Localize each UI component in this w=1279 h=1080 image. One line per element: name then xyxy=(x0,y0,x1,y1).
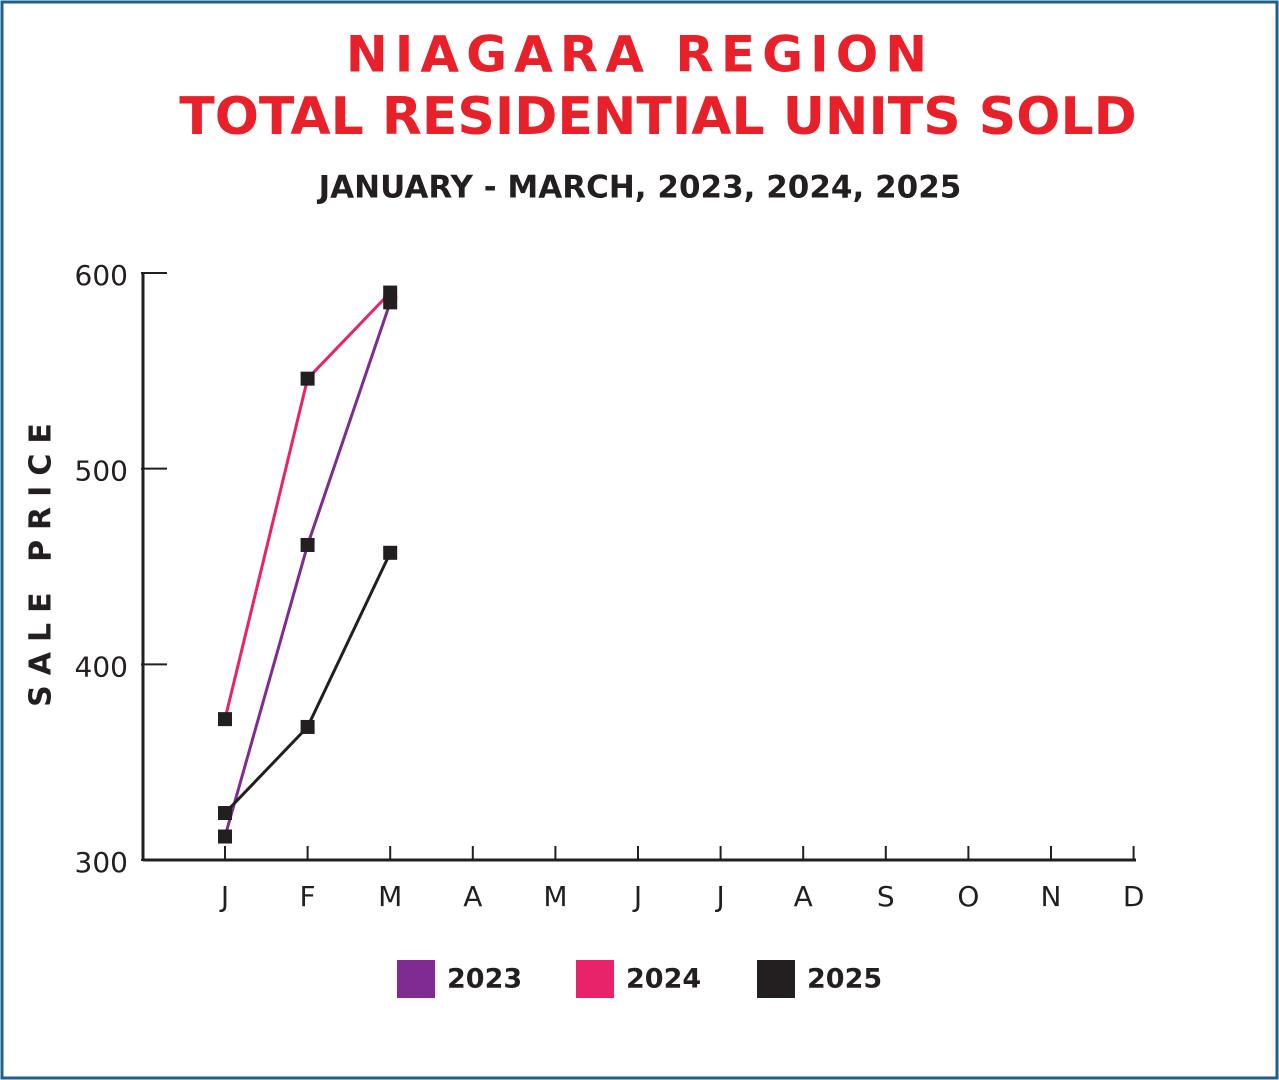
legend-label: 2023 xyxy=(447,964,522,995)
y-tick-label: 500 xyxy=(75,455,128,488)
data-marker xyxy=(218,712,232,727)
x-tick-label: J xyxy=(632,880,642,913)
data-marker xyxy=(383,285,398,300)
x-tick-label: A xyxy=(463,880,482,913)
data-marker xyxy=(218,829,232,844)
legend-swatch xyxy=(757,960,795,998)
x-tick-label: F xyxy=(300,880,316,913)
x-tick-label: M xyxy=(543,880,567,913)
x-tick-label: S xyxy=(877,880,895,913)
legend-swatch xyxy=(576,960,614,998)
data-marker xyxy=(300,371,315,386)
x-tick-label: N xyxy=(1041,880,1062,913)
data-marker xyxy=(218,806,232,821)
y-tick-label: 300 xyxy=(75,846,128,879)
y-tick-label: 400 xyxy=(75,650,128,683)
y-axis-label: SALE PRICE xyxy=(24,413,59,707)
chart-title: NIAGARA REGION xyxy=(346,26,934,84)
legend-label: 2025 xyxy=(807,964,882,995)
data-marker xyxy=(300,537,315,552)
x-tick-label: J xyxy=(714,880,724,913)
legend-label: 2024 xyxy=(626,964,701,995)
x-tick-label: J xyxy=(219,880,229,913)
legend-swatch xyxy=(397,960,435,998)
chart-subtitle: JANUARY - MARCH, 2023, 2024, 2025 xyxy=(317,170,962,206)
x-tick-label: A xyxy=(794,880,813,913)
data-marker xyxy=(300,719,315,734)
x-tick-label: O xyxy=(957,880,979,913)
x-tick-label: D xyxy=(1123,880,1145,913)
chart-title-line2: TOTAL RESIDENTIAL UNITS SOLD xyxy=(179,87,1137,147)
y-tick-label: 600 xyxy=(75,259,128,292)
x-tick-label: M xyxy=(378,880,402,913)
data-marker xyxy=(383,545,398,560)
